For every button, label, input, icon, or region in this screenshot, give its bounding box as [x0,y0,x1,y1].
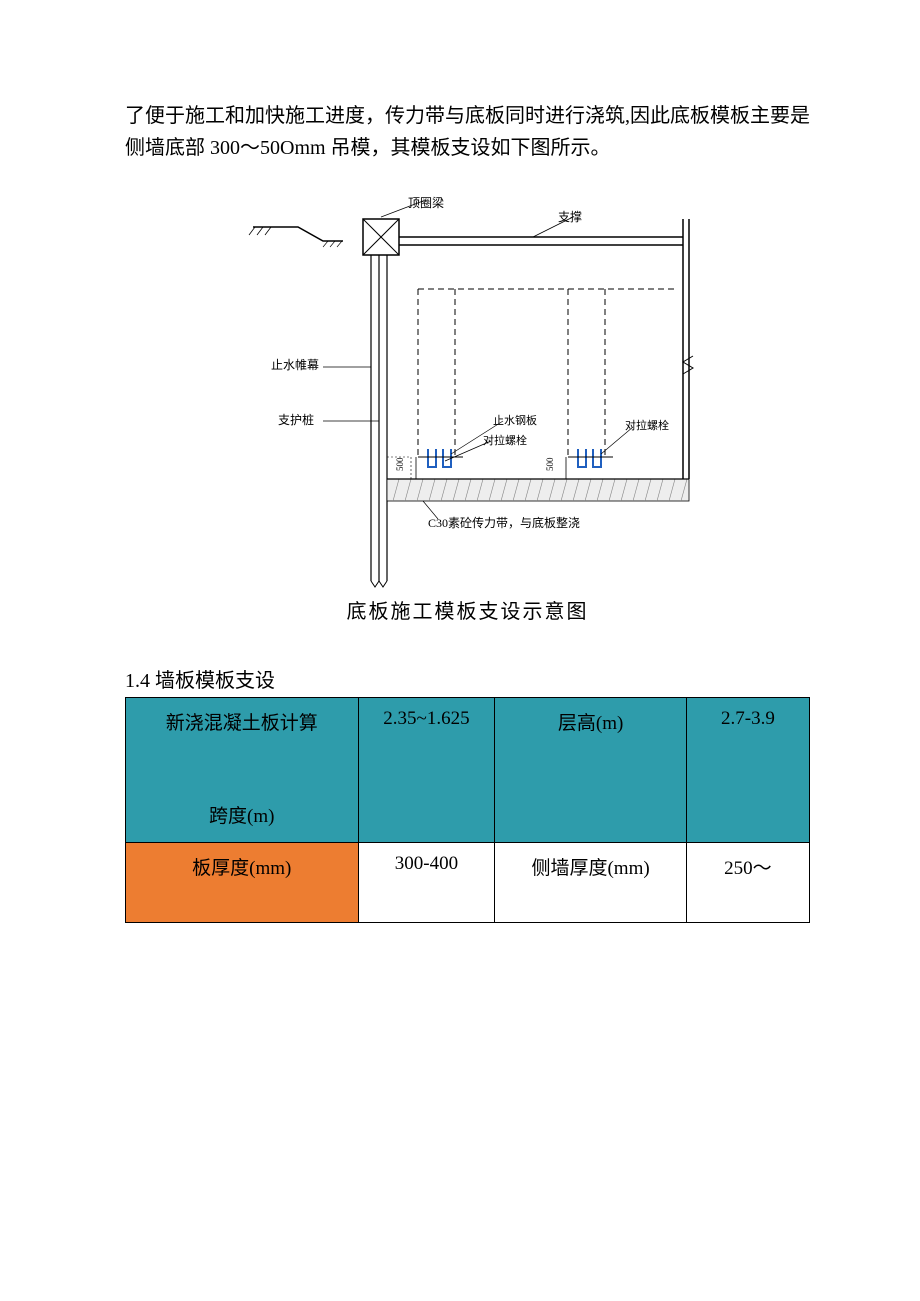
cell-sidewall-label: 侧墙厚度(mm) [495,843,687,923]
cell-floor-value: 2.7-3.9 [686,698,809,843]
diagram-container: 顶圈梁 支撑 [223,189,713,624]
formwork-left [428,449,451,467]
parameters-table: 新浇混凝土板计算 跨度(m) 2.35~1.625 层高(m) 2.7-3.9 … [125,697,810,923]
label-tension-bolt-2: 对拉螺栓 [625,418,669,432]
cell-text: 跨度(m) [132,801,352,828]
dim-500-a: 500 [395,457,405,471]
cell-floor-label: 层高(m) [495,698,687,843]
cell-thickness-value: 300-400 [358,843,495,923]
cell-span-value: 2.35~1.625 [358,698,495,843]
label-bottom-note: C30素砼传力带，与底板整浇 [428,515,580,530]
label-top-beam: 顶圈梁 [408,195,444,210]
cell-sidewall-value: 250～ [686,843,809,923]
intro-paragraph: 了便于施工和加快施工进度，传力带与底板同时进行浇筑,因此底板模板主要是侧墙底部 … [125,100,810,164]
label-water-curtain: 止水帷幕 [271,357,319,372]
formwork-diagram: 顶圈梁 支撑 [223,189,713,589]
formwork-right [578,449,601,467]
label-support: 支撑 [558,209,582,224]
label-tension-bolt: 对拉螺栓 [483,433,527,447]
dim-500-b: 500 [545,457,555,471]
label-support-pile: 支护桩 [278,412,314,427]
cell-text: 新浇混凝土板计算 [132,708,352,735]
diagram-caption: 底板施工模板支设示意图 [223,595,713,624]
table-row: 板厚度(mm) 300-400 侧墙厚度(mm) 250～ [126,843,810,923]
cell-thickness-label: 板厚度(mm) [126,843,359,923]
label-water-steel: 止水钢板 [493,413,537,427]
table-row: 新浇混凝土板计算 跨度(m) 2.35~1.625 层高(m) 2.7-3.9 [126,698,810,843]
section-heading: 1.4 墙板模板支设 [125,664,810,693]
cell-span-label: 新浇混凝土板计算 跨度(m) [126,698,359,843]
